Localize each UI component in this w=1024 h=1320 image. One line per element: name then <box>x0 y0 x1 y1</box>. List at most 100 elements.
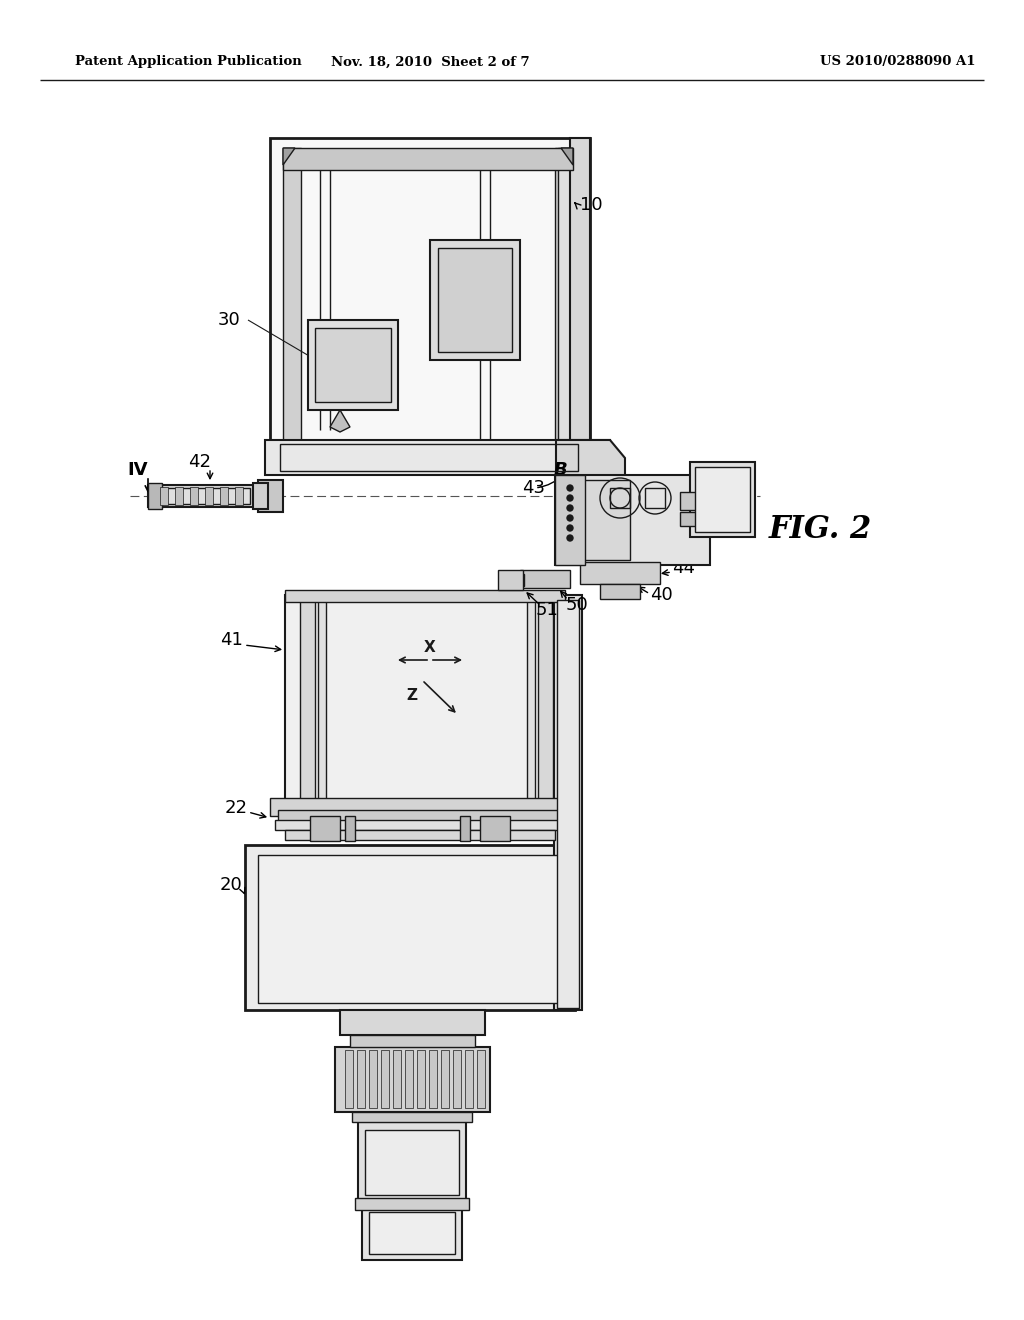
Bar <box>148 484 258 507</box>
Bar <box>355 1199 469 1210</box>
Bar <box>365 1130 459 1195</box>
Bar <box>580 562 660 583</box>
Bar <box>315 327 391 403</box>
Circle shape <box>567 535 573 541</box>
Bar <box>695 467 750 532</box>
Text: IV: IV <box>128 461 148 479</box>
Bar <box>430 240 520 360</box>
Bar <box>560 480 630 560</box>
Bar <box>357 1049 365 1107</box>
Text: 41: 41 <box>220 631 243 649</box>
Bar <box>680 492 705 510</box>
Text: Patent Application Publication: Patent Application Publication <box>75 55 302 69</box>
Bar <box>600 583 640 599</box>
Bar <box>645 488 665 508</box>
Text: FIG. 2: FIG. 2 <box>768 515 871 545</box>
Text: 22: 22 <box>225 799 248 817</box>
Text: 51: 51 <box>536 601 559 619</box>
Bar <box>477 1049 485 1107</box>
Text: Z: Z <box>407 688 418 702</box>
Bar <box>275 820 565 830</box>
Bar <box>393 1049 401 1107</box>
Bar <box>555 148 573 444</box>
Bar <box>538 601 553 800</box>
Bar <box>270 799 570 816</box>
Bar <box>480 816 510 841</box>
Text: B: B <box>553 461 567 479</box>
Bar <box>285 595 565 805</box>
Bar <box>610 488 630 508</box>
Text: 42: 42 <box>188 453 211 471</box>
Bar <box>175 487 183 506</box>
Bar <box>340 1010 485 1035</box>
Bar <box>429 1049 437 1107</box>
Bar <box>369 1212 455 1254</box>
Text: US 2010/0288090 A1: US 2010/0288090 A1 <box>820 55 976 69</box>
Bar <box>283 148 301 444</box>
Circle shape <box>567 515 573 521</box>
Bar <box>554 595 582 1010</box>
Bar <box>362 1205 462 1261</box>
Bar <box>280 444 578 471</box>
Bar <box>558 148 588 444</box>
Bar <box>465 1049 473 1107</box>
Polygon shape <box>283 148 295 165</box>
Text: 20: 20 <box>220 876 243 894</box>
Bar <box>555 475 710 565</box>
Bar <box>350 1035 475 1047</box>
Bar <box>220 487 228 506</box>
Bar <box>570 139 590 447</box>
Text: 30: 30 <box>218 312 241 329</box>
Bar <box>283 148 573 170</box>
Bar <box>253 483 268 510</box>
Bar <box>308 319 398 411</box>
Bar <box>205 487 213 506</box>
Bar <box>190 487 198 506</box>
Bar <box>285 830 555 840</box>
Text: 44: 44 <box>672 558 695 577</box>
Bar <box>438 248 512 352</box>
Bar <box>345 816 355 841</box>
Bar <box>285 590 565 602</box>
Polygon shape <box>561 148 573 165</box>
Circle shape <box>567 506 573 511</box>
Bar <box>555 475 585 565</box>
Bar <box>318 601 326 800</box>
Text: X: X <box>424 640 436 656</box>
Bar <box>498 570 523 590</box>
Bar <box>520 570 570 587</box>
Bar <box>358 1122 466 1203</box>
Bar <box>310 816 340 841</box>
Bar <box>258 855 562 1003</box>
Polygon shape <box>556 440 625 498</box>
Bar <box>381 1049 389 1107</box>
Bar <box>690 462 755 537</box>
Bar <box>265 440 610 475</box>
Bar <box>460 816 470 841</box>
Bar <box>148 483 162 510</box>
Circle shape <box>567 484 573 491</box>
Bar <box>270 139 590 447</box>
Bar <box>680 512 705 525</box>
Text: 43: 43 <box>522 479 545 498</box>
Bar <box>245 845 575 1010</box>
Bar <box>300 601 315 800</box>
Bar <box>527 601 535 800</box>
Text: 48: 48 <box>710 502 733 519</box>
Circle shape <box>567 495 573 502</box>
Circle shape <box>567 525 573 531</box>
Bar <box>502 574 524 586</box>
Bar <box>335 1047 490 1111</box>
Text: 10: 10 <box>580 195 603 214</box>
Bar <box>352 1111 472 1122</box>
Bar <box>453 1049 461 1107</box>
Bar <box>234 487 243 506</box>
Bar <box>258 480 283 512</box>
Bar <box>441 1049 449 1107</box>
Polygon shape <box>330 411 350 432</box>
Bar <box>278 810 558 822</box>
Bar <box>406 1049 413 1107</box>
Bar <box>345 1049 353 1107</box>
Bar <box>155 488 250 504</box>
Bar <box>369 1049 377 1107</box>
